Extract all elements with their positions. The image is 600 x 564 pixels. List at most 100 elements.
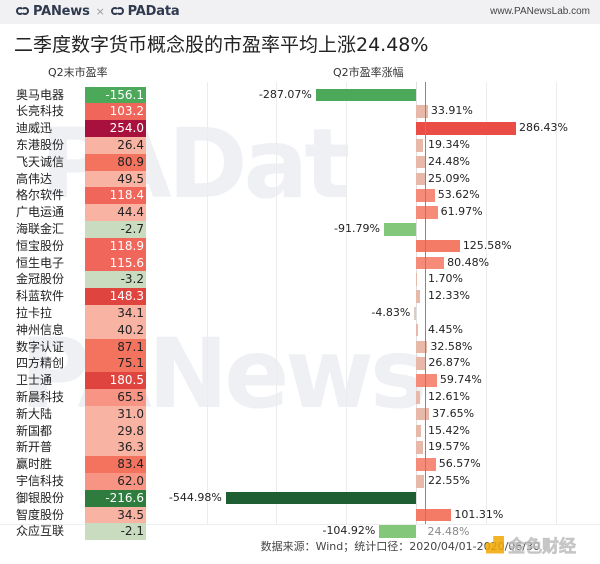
pe-cell: 31.0 bbox=[85, 405, 146, 423]
table-row: 御银股份 -216.6 -544.98% bbox=[0, 489, 600, 507]
pe-cell: -3.2 bbox=[85, 271, 146, 289]
table-row: 长亮科技 103.2 33.91% bbox=[0, 103, 600, 121]
table-row: 新晨科技 65.5 12.61% bbox=[0, 389, 600, 406]
table-row: 新开普 36.3 19.57% bbox=[0, 439, 600, 457]
stock-name: 科蓝软件 bbox=[16, 289, 65, 304]
stock-name: 飞天诚信 bbox=[16, 154, 65, 169]
stock-name: 赢时胜 bbox=[16, 457, 53, 472]
average-label: 24.48% bbox=[427, 524, 470, 538]
change-bar bbox=[315, 88, 416, 102]
stock-name: 高伟达 bbox=[16, 171, 53, 186]
change-label: -104.92% bbox=[322, 524, 376, 538]
change-label: 59.74% bbox=[439, 373, 482, 387]
change-bar bbox=[416, 323, 418, 337]
brand-separator: × bbox=[95, 5, 105, 18]
change-bar bbox=[416, 475, 424, 488]
column-header-change: Q2市盈率涨幅 bbox=[333, 66, 404, 79]
change-label: 56.57% bbox=[438, 457, 481, 471]
change-label: 15.42% bbox=[428, 423, 470, 437]
table-row: 高伟达 49.5 25.09% bbox=[0, 170, 600, 188]
pe-cell: 62.0 bbox=[85, 473, 146, 490]
pe-cell: 80.9 bbox=[85, 153, 146, 171]
gridline bbox=[346, 82, 348, 524]
table-row: 拉卡拉 34.1 -4.83% bbox=[0, 305, 600, 322]
pe-cell: 36.3 bbox=[85, 439, 146, 457]
pe-cell: 87.1 bbox=[85, 338, 146, 356]
brand-panews: PANews bbox=[33, 4, 90, 19]
change-label: 80.48% bbox=[447, 255, 490, 269]
change-bar bbox=[416, 139, 423, 152]
pe-cell: 180.5 bbox=[85, 372, 146, 389]
change-label: 32.58% bbox=[430, 339, 473, 353]
change-bar bbox=[416, 273, 418, 286]
table-row: 恒生电子 115.6 80.48% bbox=[0, 254, 600, 272]
pe-cell: 83.4 bbox=[85, 456, 146, 473]
source-footer: 数据来源：Wind；统计口径：2020/04/01-2020/06/30 bbox=[260, 540, 540, 553]
stock-name: 恒生电子 bbox=[16, 255, 65, 270]
stock-name: 东港股份 bbox=[16, 138, 65, 152]
change-bar bbox=[416, 340, 428, 354]
jinse-logo-icon bbox=[486, 535, 504, 554]
change-label: 286.43% bbox=[518, 121, 568, 135]
change-bar bbox=[416, 172, 425, 186]
table-row: 智度股份 34.5 101.31% bbox=[0, 506, 600, 524]
pe-cell: 65.5 bbox=[85, 389, 146, 406]
table-row: 迪威迅 254.0 286.43% bbox=[0, 120, 600, 137]
stock-name: 新开普 bbox=[16, 440, 53, 455]
stock-name: 新大陆 bbox=[16, 406, 53, 421]
change-label: -544.98% bbox=[168, 490, 222, 504]
change-bar bbox=[416, 391, 421, 404]
stock-name: 数字认证 bbox=[16, 339, 65, 354]
pe-cell: -156.1 bbox=[85, 86, 146, 104]
change-label: 22.55% bbox=[428, 474, 470, 487]
stock-name: 格尔软件 bbox=[16, 188, 65, 203]
change-label: 19.57% bbox=[428, 440, 470, 454]
change-label: 12.61% bbox=[428, 390, 470, 403]
change-bar bbox=[416, 256, 445, 270]
table-row: 数字认证 87.1 32.58% bbox=[0, 338, 600, 356]
jinse-watermark: 金色财经 bbox=[486, 532, 576, 557]
change-bar bbox=[416, 105, 428, 118]
pe-cell: 34.5 bbox=[85, 506, 146, 524]
table-row: 东港股份 26.4 19.34% bbox=[0, 137, 600, 154]
stock-name: 广电运通 bbox=[16, 205, 65, 220]
table-row: 奥马电器 -156.1 -287.07% bbox=[0, 86, 600, 104]
change-bar bbox=[379, 525, 416, 538]
table-row: 金冠股份 -3.2 1.70% bbox=[0, 271, 600, 289]
pe-cell: 49.5 bbox=[85, 170, 146, 188]
stock-name: 恒宝股份 bbox=[16, 238, 65, 253]
gridline bbox=[206, 82, 208, 524]
site-url: www.PANewsLab.com bbox=[490, 6, 590, 17]
change-label: 53.62% bbox=[437, 188, 480, 202]
pe-cell: -2.7 bbox=[85, 221, 146, 238]
stock-name: 拉卡拉 bbox=[16, 306, 53, 320]
table-row: 神州信息 40.2 4.45% bbox=[0, 321, 600, 339]
change-bar bbox=[416, 239, 460, 253]
table-row: 新国都 29.8 15.42% bbox=[0, 422, 600, 440]
jinse-watermark-text: 金色财经 bbox=[508, 537, 577, 558]
header-bar: PANews × PAData www.PANewsLab.com bbox=[0, 0, 600, 24]
change-label: 19.34% bbox=[428, 138, 470, 151]
stock-name: 奥马电器 bbox=[16, 87, 65, 102]
pe-cell: 115.6 bbox=[85, 254, 146, 272]
stock-name: 四方精创 bbox=[16, 356, 65, 371]
change-label: 101.31% bbox=[454, 507, 504, 521]
pe-cell: 118.4 bbox=[85, 187, 146, 205]
brand-logo: PANews × PAData bbox=[16, 4, 180, 19]
change-label: 33.91% bbox=[430, 104, 473, 118]
change-label: 26.87% bbox=[428, 356, 471, 370]
change-bar bbox=[416, 407, 430, 421]
change-label: -287.07% bbox=[258, 87, 312, 101]
change-label: 61.97% bbox=[440, 205, 483, 219]
pe-cell: 40.2 bbox=[85, 321, 146, 339]
stock-name: 智度股份 bbox=[16, 507, 65, 522]
table-row: 卫士通 180.5 59.74% bbox=[0, 372, 600, 389]
change-bar bbox=[416, 122, 516, 135]
gridline bbox=[276, 82, 278, 524]
pe-cell: 103.2 bbox=[85, 103, 146, 121]
change-label: -91.79% bbox=[334, 222, 380, 235]
change-bar bbox=[416, 290, 421, 303]
table-row: 飞天诚信 80.9 24.48% bbox=[0, 153, 600, 171]
change-label: 24.48% bbox=[428, 154, 470, 168]
brand-padata: PAData bbox=[127, 4, 180, 19]
